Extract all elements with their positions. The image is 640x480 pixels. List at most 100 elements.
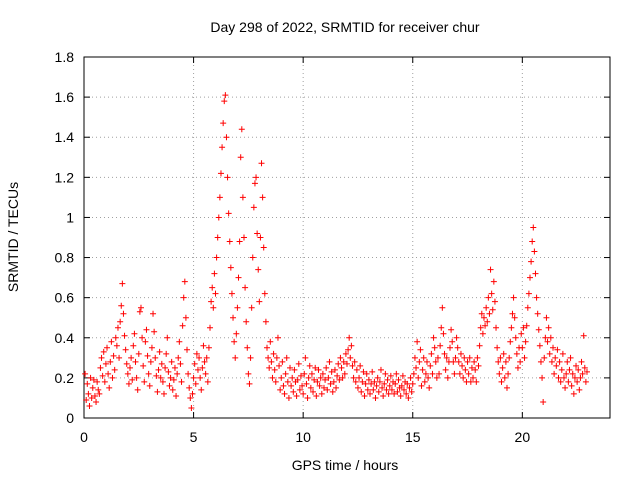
data-point [238,126,245,133]
data-point [518,330,525,337]
y-tick-label: 1.6 [55,89,75,105]
data-point [574,378,581,385]
data-point [140,362,147,369]
data-point [160,390,167,397]
data-point [576,386,583,393]
data-point [393,370,400,377]
data-point [119,280,126,287]
y-tick-label: 1.4 [55,129,75,145]
data-point [384,376,391,383]
data-point [176,338,183,345]
data-point [105,370,112,377]
data-point [231,338,238,345]
data-point [360,368,367,375]
y-tick-label: 0.4 [55,330,75,346]
data-point [107,358,114,365]
data-point [236,238,243,245]
data-point [569,370,576,377]
data-point [226,238,233,245]
data-point [202,370,209,377]
data-point [191,360,198,367]
data-point [510,294,517,301]
data-point [219,144,226,151]
data-point [248,304,255,311]
data-point [440,330,447,337]
chart-title: Day 298 of 2022, SRMTID for receiver chu… [210,19,480,35]
data-point [443,354,450,361]
data-point [262,318,269,325]
data-point [422,370,429,377]
data-point [88,394,95,401]
y-tick-label: 0.8 [55,250,75,266]
data-point [283,354,290,361]
data-point [303,380,310,387]
data-point [523,322,530,329]
data-point [276,362,283,369]
data-point [568,382,575,389]
data-point [111,366,118,373]
data-point [345,346,352,353]
data-point [193,350,200,357]
data-point [159,378,166,385]
data-point [272,378,279,385]
data-point [392,380,399,387]
data-point [351,358,358,365]
data-point [381,380,388,387]
data-point [124,370,131,377]
data-point [497,354,504,361]
data-point [363,370,370,377]
data-point [579,370,586,377]
data-point [287,364,294,371]
data-point [554,346,561,353]
data-point [163,350,170,357]
data-point [304,394,311,401]
data-point [223,134,230,141]
data-point [314,378,321,385]
data-point [558,366,565,373]
data-point [441,350,448,357]
data-point [110,352,117,359]
data-point [213,254,220,261]
x-tick-label: 10 [295,429,311,445]
data-point [322,376,329,383]
data-point [427,362,434,369]
data-point [152,354,159,361]
data-point [282,370,289,377]
data-point [528,258,535,265]
data-point [418,382,425,389]
data-point [338,364,345,371]
data-point [255,266,262,273]
data-point [423,358,430,365]
data-point [531,248,538,255]
data-point [475,362,482,369]
data-point [134,386,141,393]
data-point [448,326,455,333]
data-point [95,386,102,393]
data-point [150,310,157,317]
data-point [472,366,479,373]
data-point [478,310,485,317]
data-point [130,342,137,349]
data-point [157,374,164,381]
data-point [577,374,584,381]
data-point [310,388,317,395]
data-point [582,378,589,385]
data-point [377,366,384,373]
data-point [91,392,98,399]
data-point [167,374,174,381]
data-point [198,386,205,393]
data-point [178,378,185,385]
data-point [123,360,130,367]
data-point [460,374,467,381]
data-point [356,374,363,381]
data-point [388,386,395,393]
data-point [215,214,222,221]
data-point [224,174,231,181]
data-point [357,362,364,369]
data-point [260,244,267,251]
data-point [265,354,272,361]
data-point [371,378,378,385]
data-point [87,374,94,381]
data-point [437,342,444,349]
data-point [534,310,541,317]
